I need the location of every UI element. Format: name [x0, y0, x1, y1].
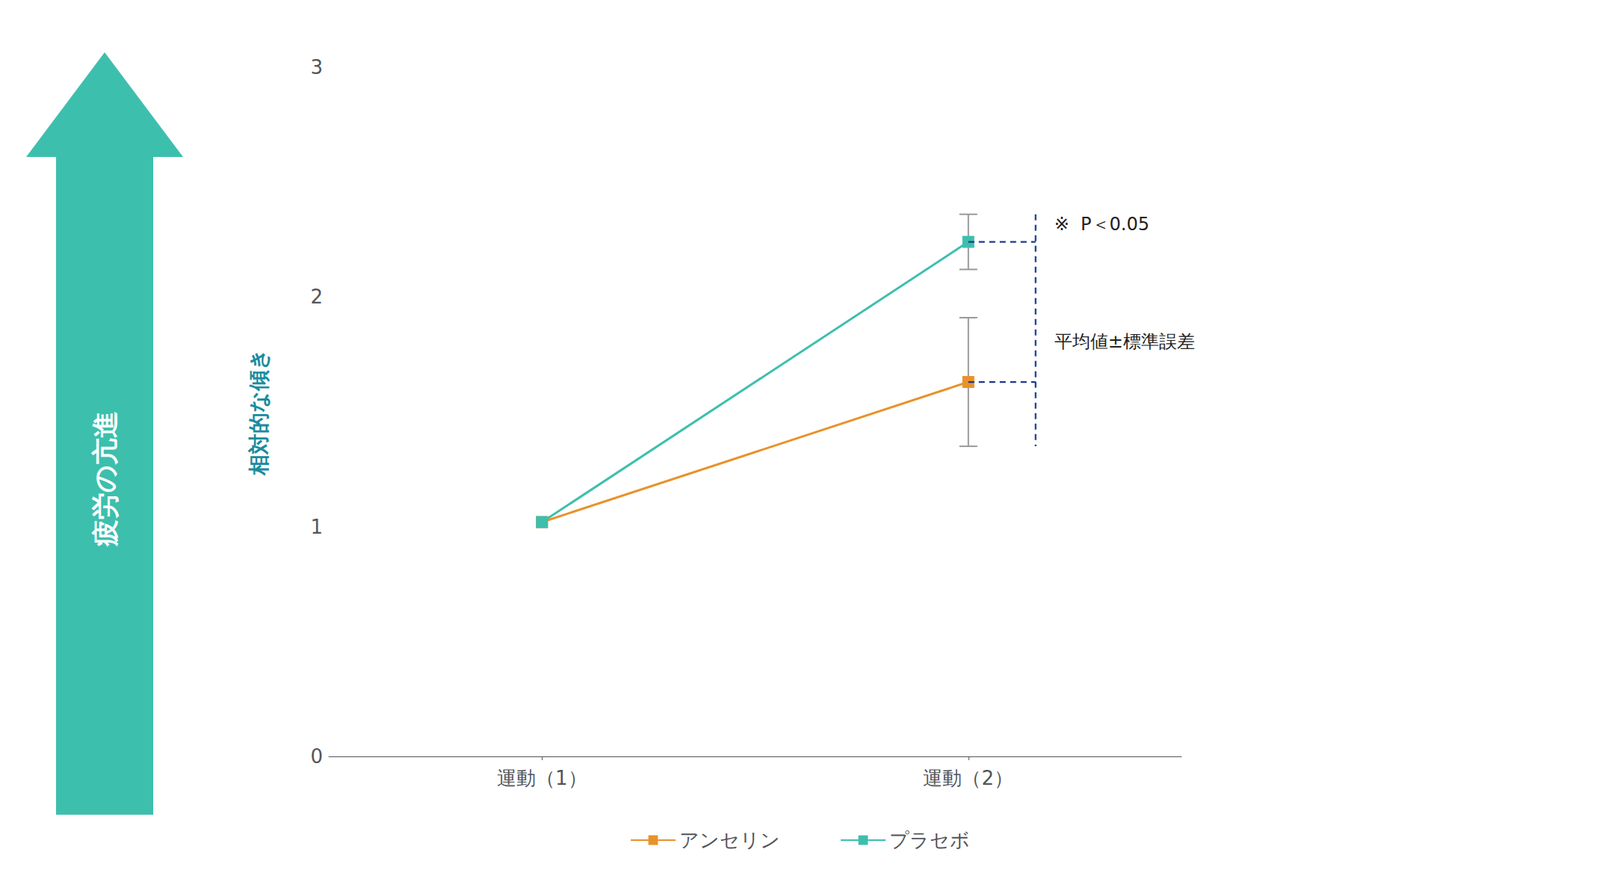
svg-text:3: 3: [310, 56, 323, 79]
svg-text:2: 2: [310, 285, 323, 308]
svg-text:アンセリン: アンセリン: [679, 828, 781, 852]
svg-text:平均値±標準誤差: 平均値±標準誤差: [1054, 331, 1195, 352]
svg-text:疲労の亢進: 疲労の亢進: [89, 411, 121, 548]
svg-text:※ P＜0.05: ※ P＜0.05: [1054, 213, 1150, 235]
svg-text:相対的な傾き: 相対的な傾き: [246, 348, 272, 477]
svg-text:運動（2）: 運動（2）: [922, 766, 1014, 790]
svg-text:運動（1）: 運動（1）: [496, 766, 588, 790]
svg-text:1: 1: [310, 515, 323, 539]
svg-text:プラセボ: プラセボ: [889, 828, 971, 852]
svg-text:0: 0: [310, 745, 323, 768]
